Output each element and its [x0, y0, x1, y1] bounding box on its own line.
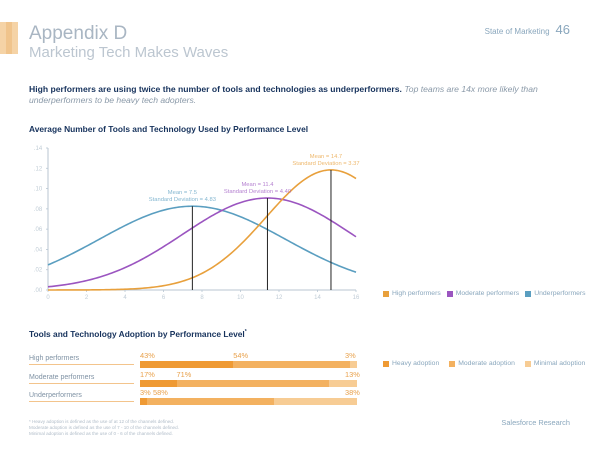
- bar-value-label: 13%: [345, 370, 360, 379]
- legend-item-heavy: Heavy adoption: [383, 360, 439, 367]
- bar-value-label: 3%: [140, 388, 151, 397]
- legend-label: Minimal adoption: [533, 360, 586, 367]
- bar-chart-legend: Heavy adoption Moderate adoption Minimal a…: [383, 360, 589, 367]
- bar-segment-minimal: [350, 361, 357, 368]
- legend-label: Heavy adoption: [392, 360, 440, 367]
- bar-row-label: High performers: [29, 355, 134, 365]
- y-tick-label: .10: [34, 187, 43, 193]
- legend-swatch: [383, 290, 389, 297]
- y-tick-label: .06: [34, 227, 43, 233]
- x-tick-label: 14: [314, 295, 321, 301]
- bar-value-label: 71%: [176, 370, 192, 379]
- legend-item-minimal: Minimal adoption: [524, 360, 586, 367]
- lead-bold: High performers are using twice the numb…: [29, 84, 402, 94]
- bar-value-label: 17%: [140, 370, 155, 379]
- legend-item-under: Underperformers: [525, 290, 586, 297]
- under-mean-label: Mean = 7.5: [168, 190, 197, 196]
- x-tick-label: 12: [276, 295, 283, 301]
- bar-chart-title-marker: *: [244, 329, 247, 336]
- high-sd-label: Standard Deviation = 3.37: [292, 161, 359, 167]
- legend-swatch: [383, 360, 389, 367]
- legend-swatch: [524, 360, 531, 367]
- legend-item-high: High performers: [383, 290, 441, 297]
- moderate-mean-label: Mean = 11.4: [241, 182, 274, 188]
- bar-segment-heavy: [140, 361, 234, 368]
- legend-swatch: [449, 360, 456, 367]
- header-right: State of Marketing 46: [485, 22, 570, 37]
- legend-label: Moderate adoption: [458, 360, 515, 367]
- page-subtitle: Marketing Tech Makes Waves: [29, 44, 229, 61]
- bar-chart-title-text: Tools and Technology Adoption by Perform…: [29, 329, 245, 339]
- x-tick-label: 16: [353, 295, 360, 301]
- footnote-line: Moderate adoption is defined as the use …: [29, 425, 179, 430]
- lead-paragraph: High performers are using twice the numb…: [29, 84, 569, 106]
- x-tick-label: 8: [200, 295, 204, 301]
- legend-item-moderate_adoption: Moderate adoption: [449, 360, 515, 367]
- bar-row-label: Moderate performers: [29, 374, 134, 384]
- bar-segment-heavy: [140, 398, 147, 405]
- section-name: State of Marketing: [484, 27, 550, 36]
- y-tick-label: .02: [34, 268, 43, 274]
- footnote-line: Minimal adoption is defined as the use o…: [29, 431, 173, 436]
- y-tick-label: .00: [34, 288, 43, 294]
- x-tick-label: 0: [46, 295, 50, 301]
- bar-chart-title: Tools and Technology Adoption by Perform…: [29, 329, 247, 339]
- line-chart-title: Average Number of Tools and Technology U…: [29, 124, 309, 134]
- legend-swatch: [525, 290, 532, 297]
- footnote: * Heavy adoption is defined as the use o…: [29, 419, 179, 437]
- legend-label: Moderate performers: [455, 290, 520, 297]
- x-tick-label: 2: [85, 295, 89, 301]
- bar-segment-minimal: [273, 398, 357, 405]
- source-label: Salesforce Research: [501, 418, 570, 427]
- y-tick-label: .14: [34, 146, 43, 152]
- bar-segment-heavy: [140, 380, 177, 387]
- bar-segment-moderate_adoption: [233, 361, 351, 368]
- y-tick-label: .04: [34, 247, 43, 253]
- lead-italic: Top teams are 14x more likely than under…: [29, 84, 538, 105]
- x-tick-label: 6: [162, 295, 166, 301]
- bar-segment-minimal: [329, 380, 357, 387]
- moderate-sd-label: Standard Deviation = 4.40: [224, 189, 291, 195]
- bar-row: [140, 361, 357, 368]
- legend-label: High performers: [392, 290, 441, 297]
- y-tick-label: .12: [34, 166, 43, 172]
- bar-row: [140, 380, 357, 387]
- x-tick-label: 10: [237, 295, 244, 301]
- legend-swatch: [446, 290, 453, 297]
- y-tick-label: .08: [34, 207, 43, 213]
- legend-item-moderate: Moderate performers: [446, 290, 520, 297]
- x-tick-label: 4: [123, 295, 127, 301]
- footnote-line: * Heavy adoption is defined as the use o…: [29, 419, 175, 424]
- bar-row-label: Underperformers: [29, 392, 134, 402]
- accent-bar: [0, 22, 18, 54]
- high-curve: [48, 169, 357, 291]
- bar-value-label: 54%: [233, 351, 249, 360]
- bar-segment-moderate_adoption: [176, 380, 330, 387]
- high-mean-label: Mean = 14.7: [310, 154, 342, 160]
- page-number: 46: [555, 22, 570, 37]
- bar-row: [140, 398, 357, 405]
- legend-label: Underperformers: [534, 290, 586, 297]
- bar-value-label: 58%: [153, 388, 168, 397]
- moderate-curve: [47, 197, 357, 288]
- bar-value-label: 43%: [140, 351, 155, 360]
- bar-value-label: 3%: [345, 351, 356, 360]
- page-title: Appendix D: [29, 23, 128, 44]
- bar-segment-moderate_adoption: [146, 398, 274, 405]
- line-chart-legend: High performers Moderate performers Underp…: [383, 290, 586, 297]
- under-sd-label: Standard Deviation = 4.83: [149, 197, 216, 203]
- bar-value-label: 38%: [345, 388, 360, 397]
- under-curve: [47, 205, 357, 273]
